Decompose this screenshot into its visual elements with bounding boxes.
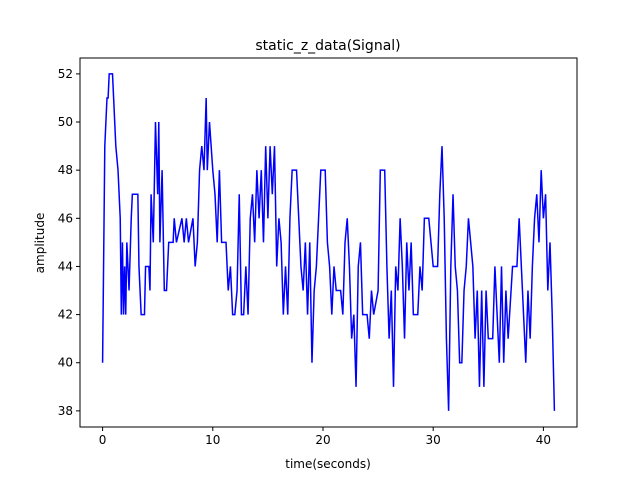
y-axis-label: amplitude	[33, 213, 47, 274]
y-tick-label: 46	[58, 211, 73, 225]
x-tick-label: 0	[99, 433, 107, 447]
x-axis-label: time(seconds)	[285, 457, 371, 471]
y-tick-label: 40	[58, 356, 73, 370]
x-tick-label: 30	[426, 433, 441, 447]
chart-title: static_z_data(Signal)	[255, 38, 400, 54]
y-tick-label: 52	[58, 67, 73, 81]
series-line	[101, 73, 556, 411]
plot-frame	[79, 57, 578, 428]
y-tick-label: 48	[58, 163, 73, 177]
x-tick-label: 20	[315, 433, 330, 447]
x-tick-label: 40	[536, 433, 551, 447]
y-tick-label: 38	[58, 404, 73, 418]
y-tick-label: 42	[58, 308, 73, 322]
y-tick-label: 50	[58, 115, 73, 129]
y-tick-label: 44	[58, 259, 73, 273]
x-tick-label: 10	[205, 433, 220, 447]
